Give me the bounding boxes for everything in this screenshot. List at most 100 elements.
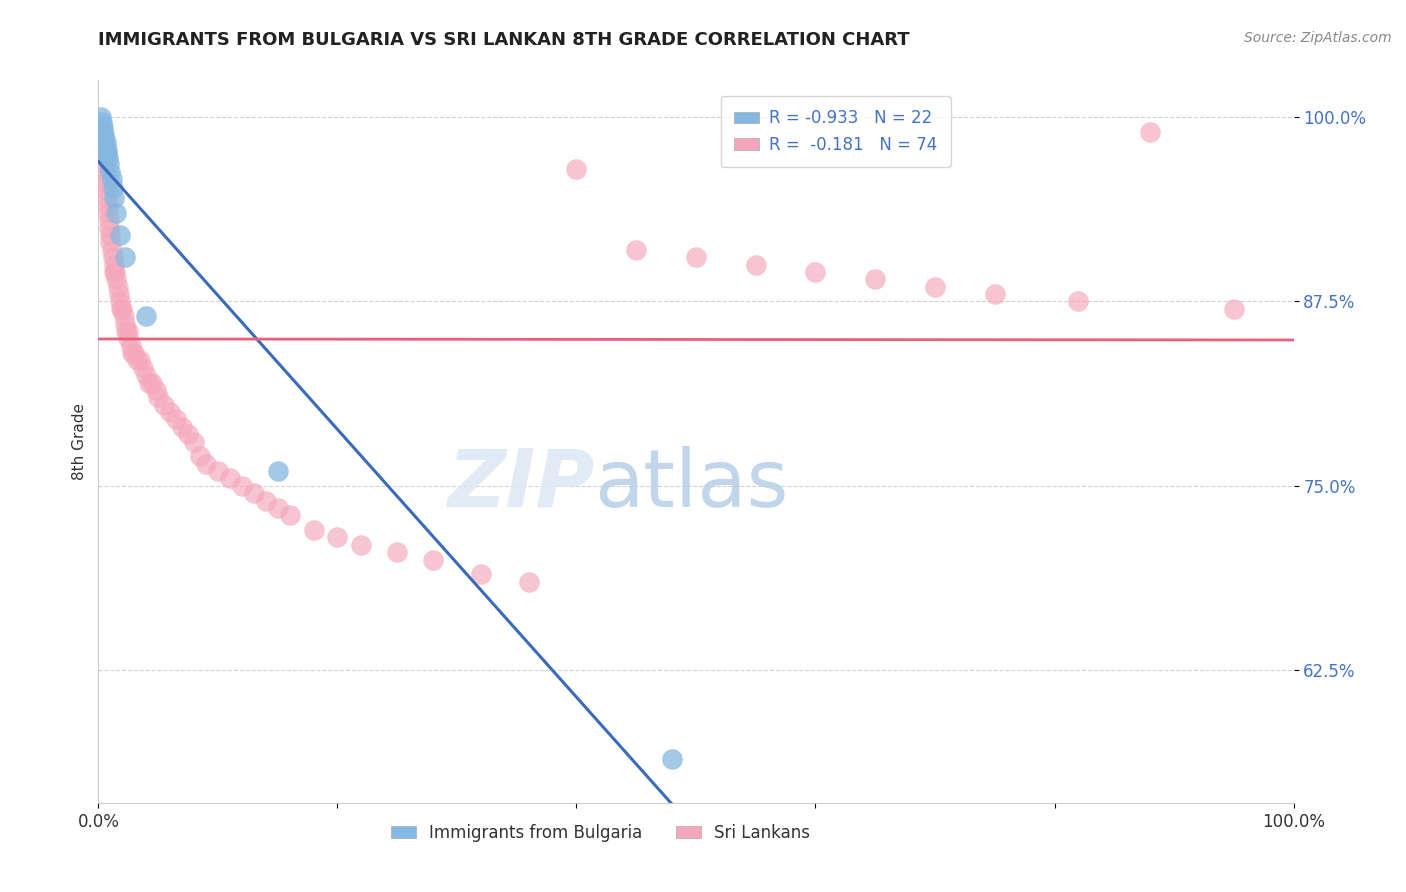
Y-axis label: 8th Grade: 8th Grade [72,403,87,480]
Point [93,161,115,176]
Point [1223,301,1246,316]
Point [117,331,139,345]
Point [121,346,143,360]
Point [112,309,135,323]
Point [98,235,122,250]
Point [188,450,211,464]
Point [350,538,373,552]
Point [1067,294,1090,309]
Point [90,125,112,139]
Point [177,427,200,442]
Point [172,419,194,434]
Point [98,157,121,171]
Point [267,464,290,478]
Point [100,172,122,186]
Point [141,376,163,390]
Point [131,360,153,375]
Point [107,279,129,293]
Point [103,265,125,279]
Point [125,353,148,368]
Point [865,272,887,286]
Point [96,184,118,198]
Point [626,243,648,257]
Point [103,191,125,205]
Point [326,530,349,544]
Text: ZIP: ZIP [447,446,595,524]
Point [101,250,124,264]
Point [145,383,167,397]
Point [108,294,131,309]
Point [91,125,114,139]
Point [94,177,117,191]
Point [93,169,115,183]
Text: IMMIGRANTS FROM BULGARIA VS SRI LANKAN 8TH GRADE CORRELATION CHART: IMMIGRANTS FROM BULGARIA VS SRI LANKAN 8… [98,31,910,49]
Point [101,181,124,195]
Point [100,243,122,257]
Point [278,508,301,523]
Point [96,191,118,205]
Point [110,301,132,316]
Point [302,523,325,537]
Point [661,751,683,765]
Point [135,368,157,383]
Point [195,457,218,471]
Point [94,135,117,149]
Point [96,143,118,157]
Point [91,120,114,135]
Point [97,199,120,213]
Point [94,139,117,153]
Point [91,114,114,128]
Point [254,493,277,508]
Point [135,309,157,323]
Point [98,164,122,178]
Text: atlas: atlas [595,446,789,524]
Point [470,567,492,582]
Point [685,250,707,264]
Point [111,301,134,316]
Point [107,287,129,301]
Point [91,132,114,146]
Point [108,228,131,243]
Point [138,376,160,390]
Point [98,220,121,235]
Point [165,412,187,426]
Point [219,471,242,485]
Point [385,545,409,559]
Point [565,161,588,176]
Point [745,258,768,272]
Point [114,317,136,331]
Point [159,405,181,419]
Point [105,272,128,286]
Point [93,132,115,146]
Point [183,434,205,449]
Point [97,152,120,166]
Point [105,206,128,220]
Legend: Immigrants from Bulgaria, Sri Lankans: Immigrants from Bulgaria, Sri Lankans [384,817,817,848]
Point [924,279,946,293]
Point [96,147,118,161]
Point [207,464,229,478]
Point [98,228,122,243]
Point [90,110,112,124]
Point [93,128,115,142]
Point [114,250,136,264]
Point [243,486,266,500]
Point [97,206,120,220]
Point [117,324,139,338]
Point [98,213,121,227]
Point [104,265,127,279]
Point [115,324,138,338]
Point [984,287,1007,301]
Point [267,500,290,515]
Point [1139,125,1161,139]
Point [91,147,114,161]
Point [148,390,170,404]
Point [231,479,253,493]
Point [129,353,152,368]
Point [804,265,827,279]
Point [422,552,444,566]
Point [153,398,176,412]
Point [103,258,125,272]
Point [517,574,540,589]
Text: Source: ZipAtlas.com: Source: ZipAtlas.com [1244,31,1392,45]
